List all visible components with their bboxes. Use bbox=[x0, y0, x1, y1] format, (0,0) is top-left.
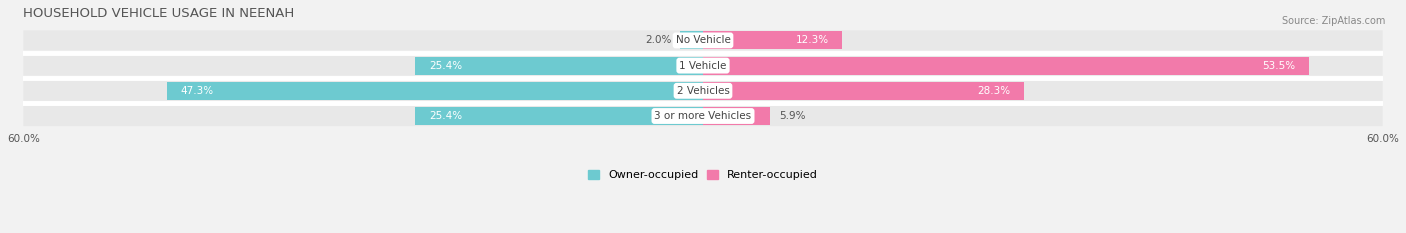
Text: 5.9%: 5.9% bbox=[779, 111, 806, 121]
Bar bbox=[703, 82, 1024, 100]
Bar bbox=[681, 31, 703, 49]
Bar bbox=[703, 57, 1309, 75]
FancyBboxPatch shape bbox=[24, 55, 1382, 76]
Text: 2.0%: 2.0% bbox=[645, 35, 671, 45]
Bar bbox=[415, 107, 703, 125]
Text: 53.5%: 53.5% bbox=[1263, 61, 1295, 71]
FancyBboxPatch shape bbox=[24, 30, 1382, 51]
Bar bbox=[703, 107, 770, 125]
Legend: Owner-occupied, Renter-occupied: Owner-occupied, Renter-occupied bbox=[583, 166, 823, 185]
Text: 12.3%: 12.3% bbox=[796, 35, 828, 45]
Text: No Vehicle: No Vehicle bbox=[675, 35, 731, 45]
Text: HOUSEHOLD VEHICLE USAGE IN NEENAH: HOUSEHOLD VEHICLE USAGE IN NEENAH bbox=[24, 7, 295, 20]
Bar bbox=[703, 31, 842, 49]
Text: 2 Vehicles: 2 Vehicles bbox=[676, 86, 730, 96]
Text: 47.3%: 47.3% bbox=[181, 86, 214, 96]
Text: 25.4%: 25.4% bbox=[429, 111, 463, 121]
FancyBboxPatch shape bbox=[24, 106, 1382, 126]
Text: 25.4%: 25.4% bbox=[429, 61, 463, 71]
Text: Source: ZipAtlas.com: Source: ZipAtlas.com bbox=[1281, 16, 1385, 26]
Bar bbox=[167, 82, 703, 100]
Bar bbox=[415, 57, 703, 75]
Text: 3 or more Vehicles: 3 or more Vehicles bbox=[654, 111, 752, 121]
Text: 28.3%: 28.3% bbox=[977, 86, 1010, 96]
FancyBboxPatch shape bbox=[24, 81, 1382, 101]
Text: 1 Vehicle: 1 Vehicle bbox=[679, 61, 727, 71]
